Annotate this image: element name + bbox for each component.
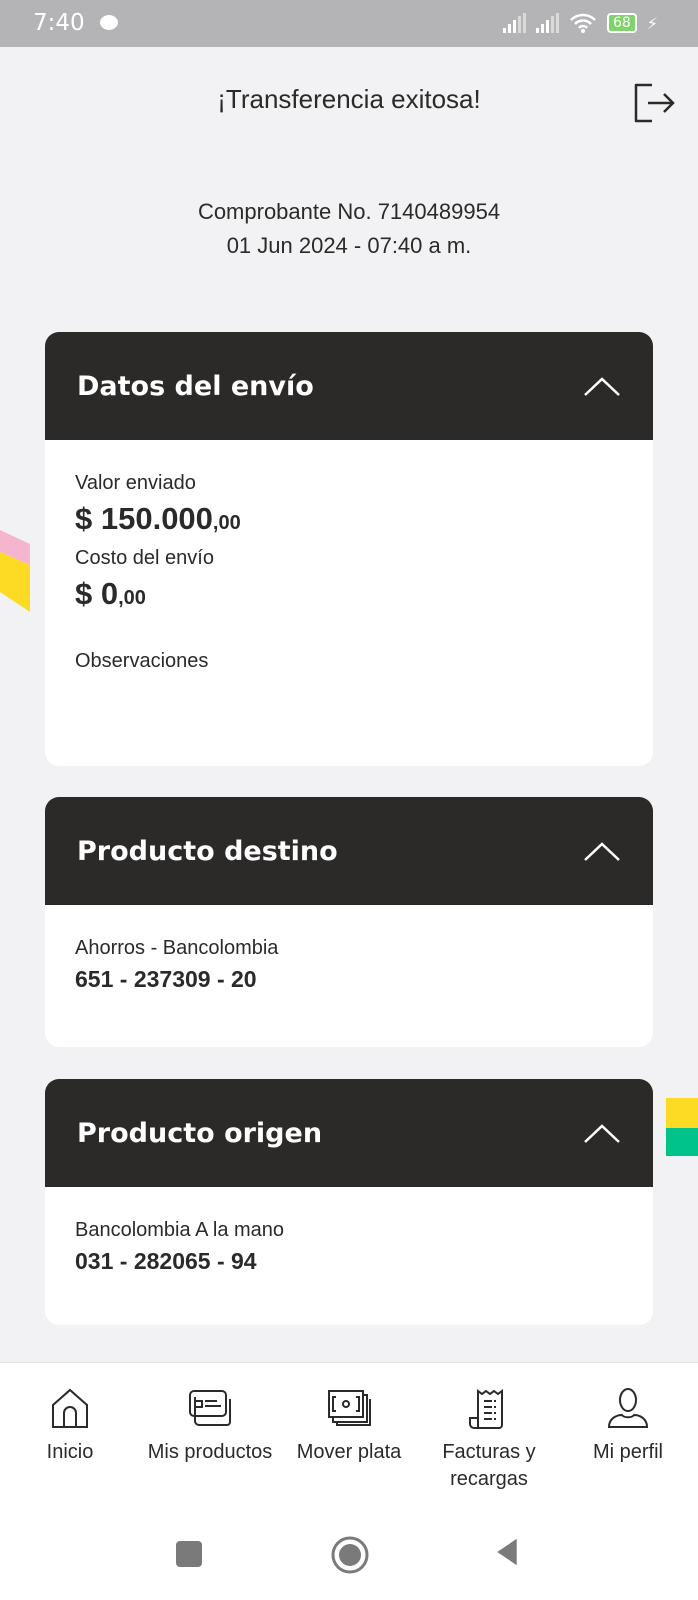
nav-facturas[interactable]: Facturas y recargas <box>419 1387 559 1493</box>
receipt-icon <box>469 1389 503 1429</box>
decorative-stripe <box>666 1098 698 1156</box>
bottom-navigation: Inicio Mis productos Mover plata Factura… <box>0 1362 698 1600</box>
origin-type: Bancolombia A la mano <box>75 1219 285 1241</box>
home-button[interactable] <box>330 1535 370 1575</box>
section-title: Producto destino <box>77 835 338 867</box>
nav-label: Mi perfil <box>592 1441 663 1463</box>
shipment-details-header[interactable]: Datos del envío <box>45 332 653 440</box>
receipt-datetime: 01 Jun 2024 - 07:40 a m. <box>226 233 472 258</box>
origin-product-card: Producto origen Bancolombia A la mano 03… <box>45 1079 653 1325</box>
notes-label: Observaciones <box>75 650 209 672</box>
destination-product-header[interactable]: Producto destino <box>45 797 653 905</box>
shipment-details-card: Datos del envío Valor enviado $ 150.000,… <box>45 332 653 766</box>
cost-label: Costo del envío <box>75 547 214 569</box>
nav-mi-perfil[interactable]: Mi perfil <box>558 1387 698 1466</box>
sent-value-label: Valor enviado <box>75 472 196 494</box>
receipt-number: Comprobante No. 7140489954 <box>197 199 501 224</box>
nav-label: Mover plata <box>296 1441 402 1463</box>
destination-type: Ahorros - Bancolombia <box>75 937 279 959</box>
battery-indicator: 68 <box>606 13 637 33</box>
chevron-up-icon[interactable] <box>583 1122 621 1144</box>
section-title: Datos del envío <box>77 370 314 402</box>
signal-icon <box>535 13 559 33</box>
cost-amount: $ 0 <box>75 576 119 611</box>
section-title: Producto origen <box>77 1117 323 1149</box>
receipt-info: Comprobante No. 7140489954 01 Jun 2024 -… <box>28 195 670 263</box>
cost-cents: ,00 <box>118 587 146 609</box>
recents-button[interactable] <box>174 1539 204 1569</box>
charging-icon: ⚡ <box>646 13 658 33</box>
signal-icon <box>502 13 526 33</box>
chat-notification-icon <box>100 15 118 30</box>
nav-mis-productos[interactable]: Mis productos <box>140 1387 280 1466</box>
origin-account: 031 - 282065 - 94 <box>75 1248 257 1274</box>
wifi-icon <box>570 13 596 33</box>
decorative-stripe <box>0 530 30 612</box>
home-icon <box>52 1388 88 1428</box>
nav-label: Facturas y recargas <box>442 1441 536 1490</box>
nav-label: Mis productos <box>147 1441 273 1463</box>
sent-cents: ,00 <box>212 512 241 534</box>
nav-inicio[interactable]: Inicio <box>0 1387 140 1466</box>
destination-product-card: Producto destino Ahorros - Bancolombia 6… <box>45 797 653 1047</box>
cards-icon <box>189 1390 231 1426</box>
nav-mover-plata[interactable]: Mover plata <box>279 1387 419 1466</box>
origin-product-header[interactable]: Producto origen <box>45 1079 653 1187</box>
cost-value: $ 0,00 <box>75 576 623 612</box>
status-time: 7:40 <box>33 10 85 36</box>
page-title: ¡Transferencia exitosa! <box>217 84 481 114</box>
logout-icon[interactable] <box>630 82 676 124</box>
destination-account: 651 - 237309 - 20 <box>75 966 257 992</box>
chevron-up-icon[interactable] <box>583 840 621 862</box>
status-bar: 7:40 68 ⚡ <box>0 0 698 47</box>
sent-amount: $ 150.000 <box>75 501 213 536</box>
money-icon <box>328 1390 371 1426</box>
user-icon <box>607 1388 649 1428</box>
sent-value: $ 150.000,00 <box>75 501 623 537</box>
back-button[interactable] <box>492 1537 522 1567</box>
chevron-up-icon[interactable] <box>583 375 621 397</box>
nav-label: Inicio <box>46 1441 94 1463</box>
